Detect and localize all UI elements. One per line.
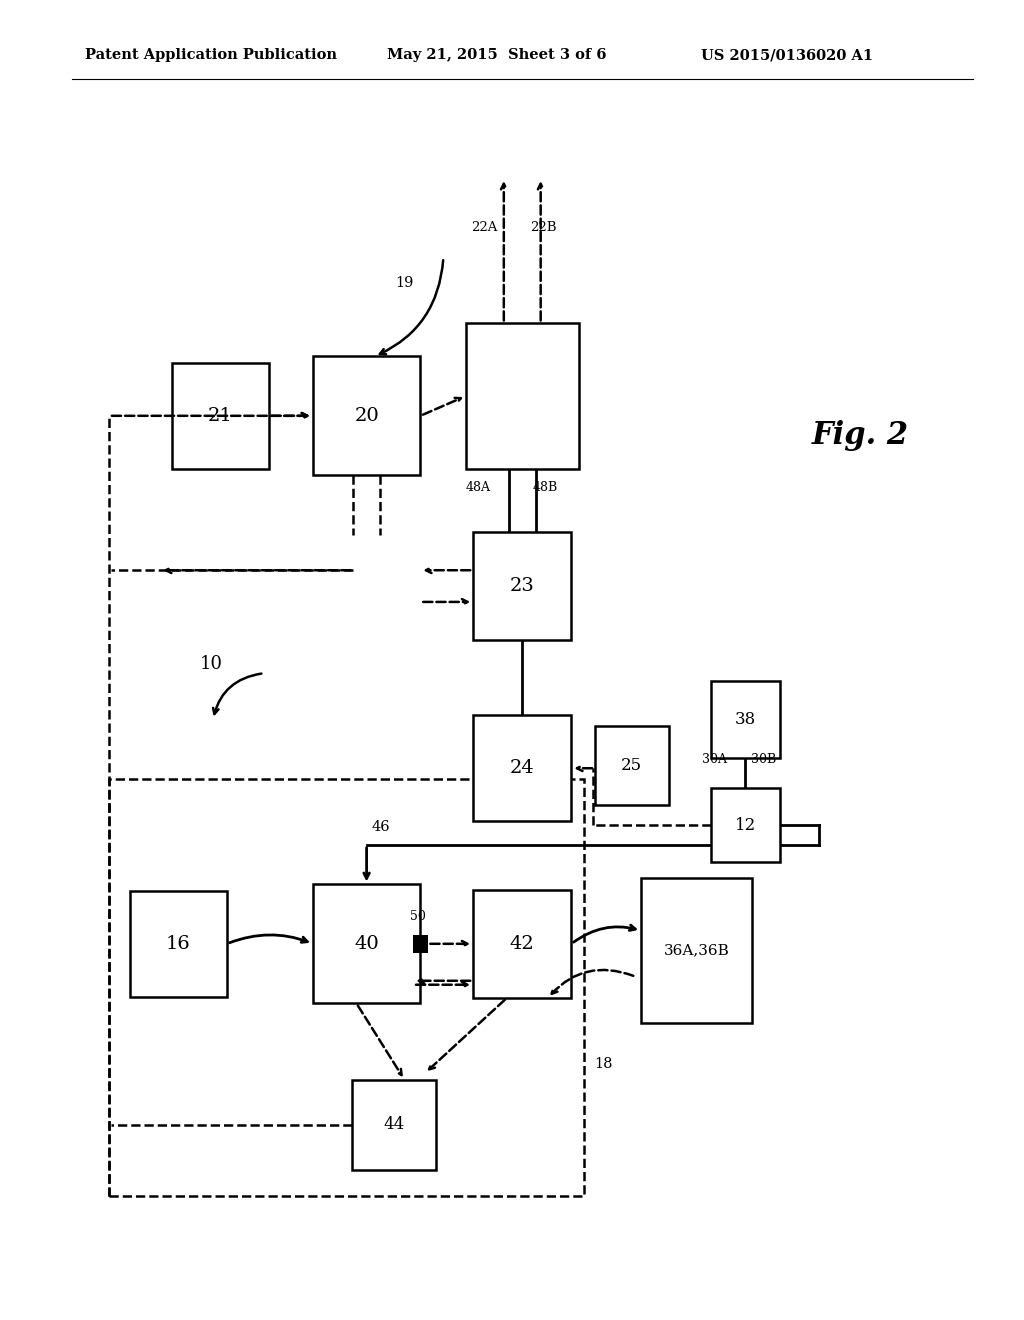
- Text: 16: 16: [166, 935, 190, 953]
- Bar: [641, 878, 752, 1023]
- Text: 19: 19: [395, 276, 414, 290]
- Text: 50: 50: [410, 909, 426, 923]
- Text: 44: 44: [384, 1117, 404, 1133]
- Text: 40: 40: [354, 935, 379, 953]
- Text: 30A: 30A: [702, 754, 727, 766]
- Text: 36A,36B: 36A,36B: [664, 944, 729, 957]
- Text: 38: 38: [735, 711, 756, 727]
- Text: 30B: 30B: [751, 754, 776, 766]
- Text: 23: 23: [510, 577, 535, 595]
- Text: US 2015/0136020 A1: US 2015/0136020 A1: [701, 49, 873, 62]
- Text: Patent Application Publication: Patent Application Publication: [85, 49, 337, 62]
- Bar: [109, 779, 584, 1196]
- Bar: [595, 726, 669, 805]
- Text: 42: 42: [510, 935, 535, 953]
- Text: 12: 12: [735, 817, 756, 833]
- Text: 48A: 48A: [466, 480, 490, 494]
- Bar: [413, 935, 428, 953]
- Text: 46: 46: [372, 820, 390, 834]
- Text: 24: 24: [510, 759, 535, 777]
- Text: 18: 18: [594, 1056, 612, 1071]
- Bar: [466, 323, 579, 469]
- Text: 22A: 22A: [471, 220, 498, 234]
- Bar: [129, 891, 227, 997]
- Bar: [711, 681, 780, 758]
- Text: 48B: 48B: [532, 480, 558, 494]
- Bar: [352, 1080, 436, 1170]
- Text: 21: 21: [208, 407, 232, 425]
- Text: Fig. 2: Fig. 2: [812, 420, 908, 451]
- Text: 22B: 22B: [530, 220, 557, 234]
- Bar: [313, 356, 420, 475]
- Bar: [473, 890, 571, 998]
- Bar: [171, 363, 268, 469]
- Text: 10: 10: [200, 655, 222, 673]
- Text: 20: 20: [354, 407, 379, 425]
- Bar: [711, 788, 780, 862]
- Text: May 21, 2015  Sheet 3 of 6: May 21, 2015 Sheet 3 of 6: [387, 49, 606, 62]
- Bar: [313, 884, 420, 1003]
- Text: 25: 25: [622, 758, 642, 774]
- Bar: [473, 532, 571, 640]
- Bar: [473, 715, 571, 821]
